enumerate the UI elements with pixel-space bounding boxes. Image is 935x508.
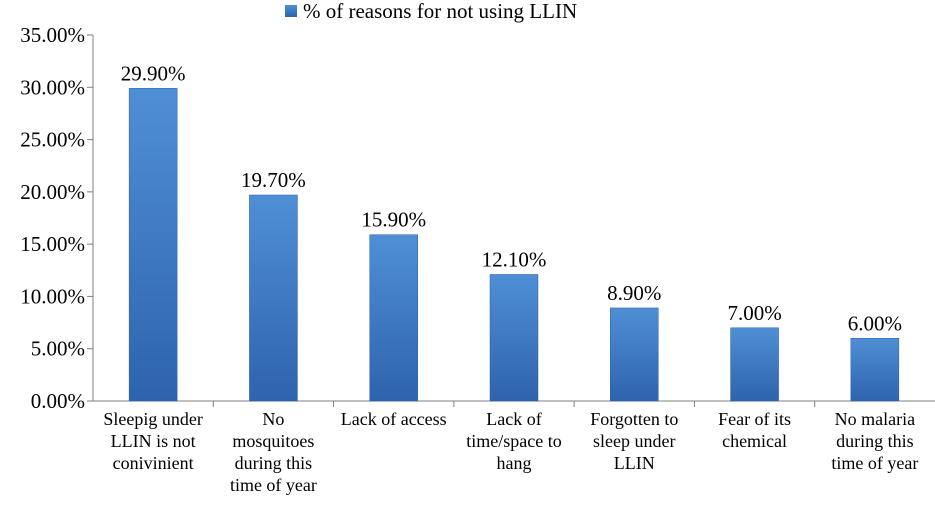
legend-swatch	[285, 5, 297, 17]
category-label-line: No malaria	[835, 409, 915, 429]
y-tick-label: 30.00%	[20, 75, 85, 99]
data-label: 15.90%	[361, 208, 426, 232]
bar	[850, 338, 900, 402]
y-tick-label: 20.00%	[20, 180, 85, 204]
data-label: 6.00%	[848, 311, 902, 335]
category-label: Lack of access	[341, 409, 447, 429]
category-label: Lack of time/space to hang	[466, 409, 561, 473]
y-tick-label: 5.00%	[31, 337, 85, 361]
y-tick-label: 25.00%	[20, 128, 85, 152]
category-label-line: Lack of	[486, 409, 541, 429]
legend-label: % of reasons for not using LLIN	[303, 0, 577, 23]
bar	[610, 307, 659, 402]
bar	[489, 274, 539, 402]
data-label: 7.00%	[727, 301, 781, 325]
data-label: 8.90%	[607, 281, 661, 305]
category-label-line: time of year	[230, 475, 317, 495]
y-axis: 0.00% 5.00% 10.00% 15.00% 20.00% 25.00% 30.00%…	[20, 23, 94, 413]
data-labels: 29.90% 19.70% 15.90% 12.10% 8.90% 7.00% 6.00%	[121, 61, 902, 335]
category-label-line: conivinient	[113, 453, 194, 473]
category-label-line: chemical	[722, 431, 787, 451]
bars	[128, 88, 900, 402]
category-label-line: No	[262, 409, 284, 429]
category-label-line: time/space to	[466, 431, 561, 451]
category-label-line: during this	[836, 431, 914, 451]
x-axis	[93, 400, 935, 407]
data-label: 29.90%	[121, 61, 186, 85]
data-label: 19.70%	[241, 168, 306, 192]
category-label-line: LLIN	[614, 453, 655, 473]
bar	[128, 88, 178, 402]
legend: % of reasons for not using LLIN	[285, 0, 577, 23]
category-label-line: mosquitoes	[232, 431, 314, 451]
category-label: Fear of its chemical	[718, 409, 791, 451]
category-label: No mosquitoes during this time of year	[230, 409, 317, 495]
bar	[249, 194, 298, 402]
category-label-line: sleep under	[593, 431, 675, 451]
y-tick-label: 35.00%	[20, 23, 85, 47]
category-label-line: hang	[497, 453, 532, 473]
category-label-line: during this	[235, 453, 313, 473]
category-label: Forgotten to sleep under LLIN	[590, 409, 678, 473]
data-label: 12.10%	[482, 247, 547, 271]
category-label-line: Lack of access	[341, 409, 447, 429]
category-labels: Sleepig under LLIN is not conivinient No mos…	[103, 409, 918, 495]
category-label: Sleepig under LLIN is not conivinient	[103, 409, 202, 473]
category-label-line: Fear of its	[718, 409, 791, 429]
category-label-line: LLIN is not	[111, 431, 196, 451]
category-label-line: time of year	[831, 453, 918, 473]
y-tick-label: 10.00%	[20, 284, 85, 308]
category-label-line: Forgotten to	[590, 409, 678, 429]
category-label-line: Sleepig under	[103, 409, 202, 429]
bar	[730, 327, 779, 402]
category-label: No malaria during this time of year	[831, 409, 918, 473]
y-tick-label: 15.00%	[20, 232, 85, 256]
y-tick-label: 0.00%	[31, 389, 85, 413]
bar	[369, 234, 418, 402]
